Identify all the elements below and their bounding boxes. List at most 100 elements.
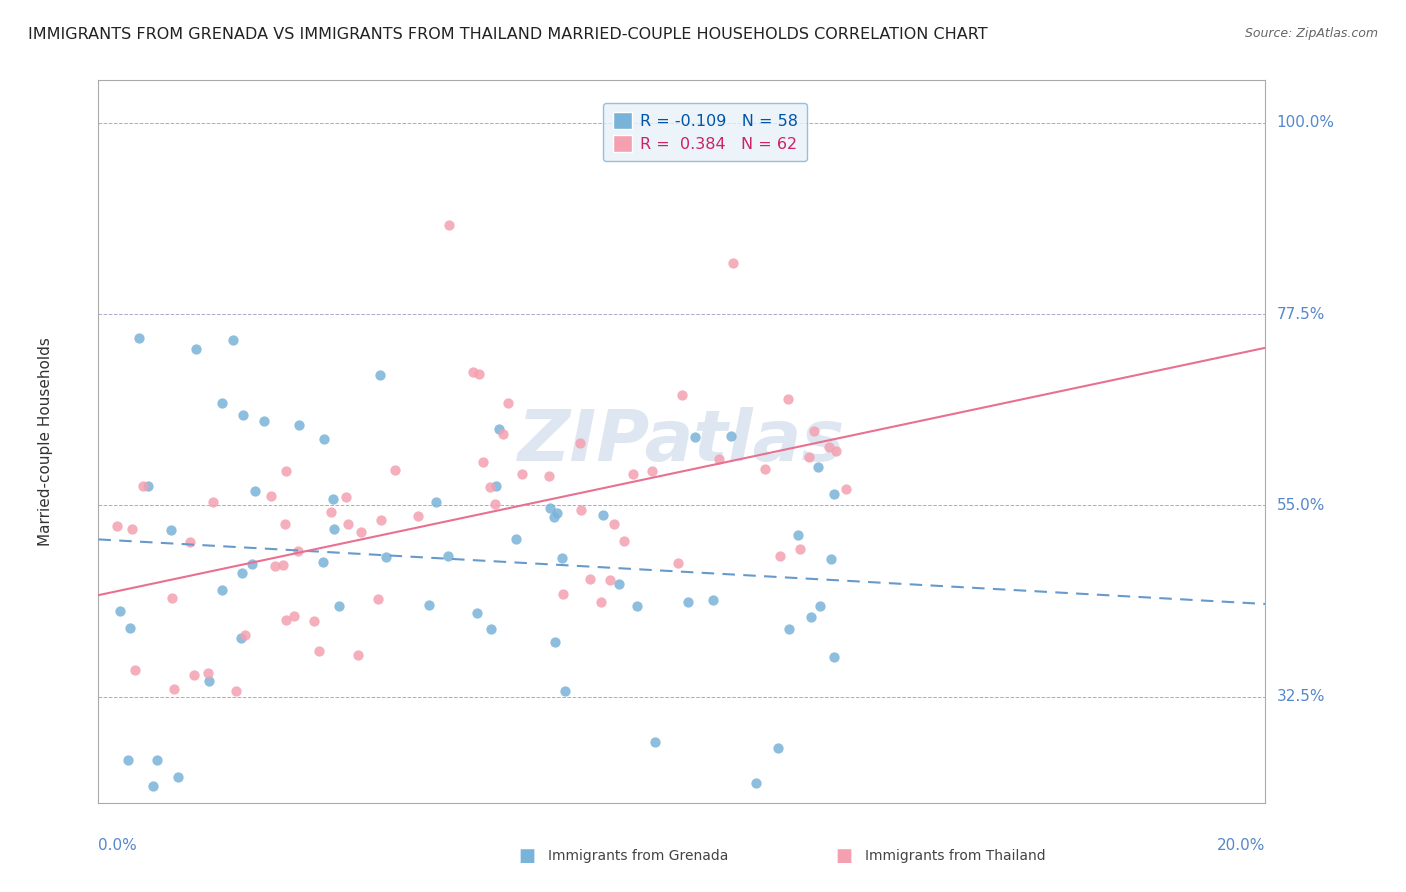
Text: ZIPatlas: ZIPatlas: [519, 407, 845, 476]
Point: [676, 595, 699, 609]
Text: 100.0%: 100.0%: [1277, 115, 1334, 130]
Point: [128, 331, 150, 345]
Point: [569, 436, 592, 450]
Point: [211, 395, 233, 409]
Legend: R = -0.109   N = 58, R =  0.384   N = 62: R = -0.109 N = 58, R = 0.384 N = 62: [603, 103, 807, 161]
Point: [163, 682, 186, 697]
Point: [510, 467, 533, 482]
Point: [613, 533, 636, 548]
Point: [211, 583, 233, 598]
Point: [197, 666, 219, 681]
Point: [166, 770, 188, 784]
Point: [485, 479, 508, 493]
Text: Immigrants from Grenada: Immigrants from Grenada: [548, 849, 728, 863]
Point: [546, 506, 568, 520]
Point: [231, 566, 253, 580]
Point: [550, 551, 572, 566]
Point: [799, 450, 821, 464]
Point: [243, 483, 266, 498]
Point: [709, 452, 731, 467]
Point: [240, 558, 263, 572]
Point: [623, 467, 645, 481]
Point: [322, 491, 344, 506]
Point: [768, 549, 790, 564]
Point: [823, 487, 845, 501]
Point: [253, 414, 276, 428]
Point: [287, 544, 309, 558]
Point: [202, 495, 225, 509]
Point: [720, 429, 742, 443]
Point: [120, 621, 142, 635]
Point: [179, 534, 201, 549]
Point: [347, 648, 370, 663]
Point: [778, 622, 800, 636]
Point: [146, 753, 169, 767]
Point: [229, 632, 252, 646]
Point: [683, 430, 706, 444]
Point: [308, 644, 330, 658]
Point: [789, 541, 811, 556]
Point: [537, 469, 560, 483]
Point: [538, 501, 561, 516]
Point: [276, 464, 298, 478]
Text: IMMIGRANTS FROM GRENADA VS IMMIGRANTS FROM THAILAND MARRIED-COUPLE HOUSEHOLDS CO: IMMIGRANTS FROM GRENADA VS IMMIGRANTS FR…: [28, 27, 988, 42]
Point: [375, 550, 398, 565]
Point: [437, 218, 460, 232]
Text: 55.0%: 55.0%: [1277, 498, 1324, 513]
Text: ■: ■: [835, 847, 852, 865]
Point: [312, 556, 335, 570]
Point: [603, 516, 626, 531]
Point: [370, 513, 392, 527]
Point: [283, 608, 305, 623]
Point: [666, 556, 689, 570]
Point: [754, 462, 776, 476]
Point: [807, 460, 830, 475]
Point: [543, 509, 565, 524]
Point: [745, 776, 768, 790]
Point: [471, 455, 494, 469]
Text: 20.0%: 20.0%: [1218, 838, 1265, 853]
Point: [368, 368, 391, 382]
Point: [544, 635, 567, 649]
Point: [817, 440, 839, 454]
Point: [671, 388, 693, 402]
Point: [823, 649, 845, 664]
Point: [384, 463, 406, 477]
Point: [835, 482, 858, 496]
Point: [776, 392, 799, 406]
Point: [808, 599, 831, 614]
Point: [589, 595, 612, 609]
Text: 77.5%: 77.5%: [1277, 307, 1324, 321]
Point: [436, 549, 458, 563]
Point: [136, 479, 159, 493]
Point: [273, 517, 295, 532]
Point: [607, 577, 630, 591]
Point: [160, 591, 183, 606]
Point: [496, 396, 519, 410]
Point: [465, 606, 488, 620]
Point: [233, 628, 256, 642]
Point: [626, 599, 648, 613]
Text: 0.0%: 0.0%: [98, 838, 138, 853]
Point: [641, 465, 664, 479]
Point: [263, 558, 285, 573]
Text: Married-couple Households: Married-couple Households: [38, 337, 53, 546]
Point: [232, 408, 254, 422]
Point: [117, 753, 139, 767]
Point: [198, 673, 221, 688]
Point: [467, 367, 489, 381]
Point: [479, 622, 502, 636]
Point: [579, 572, 602, 586]
Point: [599, 573, 621, 587]
Point: [335, 490, 357, 504]
Point: [803, 424, 825, 438]
Point: [108, 604, 131, 618]
Point: [478, 479, 501, 493]
Text: ■: ■: [519, 847, 536, 865]
Point: [224, 684, 246, 698]
Point: [121, 522, 143, 536]
Point: [288, 417, 311, 432]
Point: [367, 592, 389, 607]
Point: [824, 444, 846, 458]
Point: [184, 342, 207, 356]
